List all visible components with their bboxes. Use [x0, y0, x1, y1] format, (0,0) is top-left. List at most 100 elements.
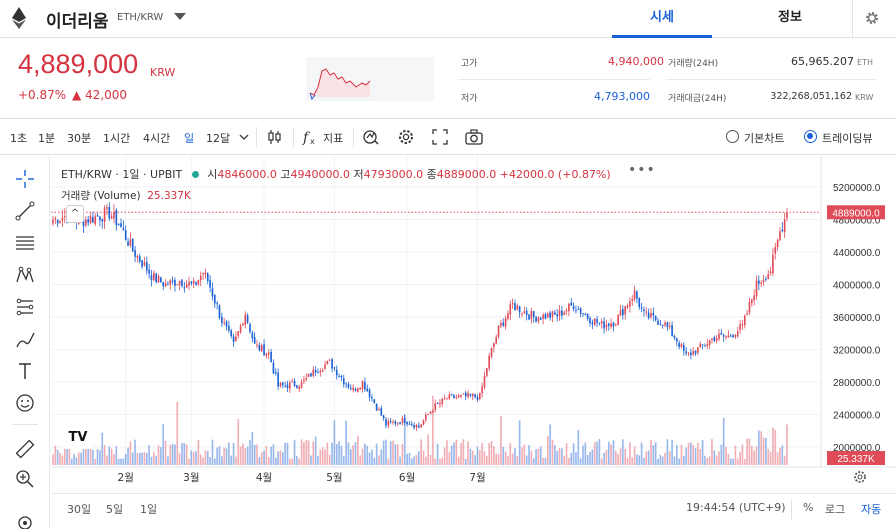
fullscreen-icon[interactable] — [431, 128, 449, 146]
magnet-icon[interactable] — [14, 512, 36, 529]
volume-bar — [380, 449, 383, 465]
volume-bar — [80, 452, 82, 465]
range-1d[interactable]: 1일 — [140, 503, 158, 516]
candle — [192, 280, 195, 284]
candle — [725, 336, 727, 338]
volume-bar — [181, 443, 183, 465]
candle — [190, 281, 193, 284]
volume-bar — [509, 443, 512, 465]
volume-bar — [244, 448, 247, 465]
low-label: 저가 — [461, 94, 478, 104]
candle — [181, 279, 183, 287]
trend-line-icon[interactable] — [14, 200, 36, 222]
volume-bar — [457, 456, 460, 465]
candle — [643, 309, 645, 312]
legend-l-label: 저 — [353, 168, 364, 181]
volume-bar — [664, 452, 666, 465]
projection-icon[interactable] — [14, 296, 36, 318]
volume-bar — [401, 444, 404, 465]
log-toggle[interactable]: 로그 — [825, 503, 846, 516]
candle — [549, 312, 551, 318]
zoom-in-icon[interactable] — [14, 468, 36, 490]
candle — [516, 305, 519, 310]
candle — [471, 394, 474, 397]
volume-bar — [422, 450, 425, 465]
more-options-icon[interactable]: ••• — [628, 162, 656, 178]
auto-toggle[interactable]: 자동 — [861, 503, 882, 516]
volume-bar — [586, 454, 589, 465]
legend-h-label: 고 — [280, 168, 291, 181]
tradingview-logo[interactable]: TV — [63, 427, 93, 449]
candle — [321, 370, 324, 372]
alert-icon[interactable] — [362, 128, 380, 146]
gear-icon[interactable] — [854, 471, 866, 483]
basic-chart-label[interactable]: 기본차트 — [744, 132, 785, 145]
interval-30m[interactable]: 30분 — [67, 132, 92, 145]
candle — [579, 308, 582, 314]
interval-1d[interactable]: 일 — [184, 132, 195, 145]
candle — [307, 373, 310, 377]
candle — [314, 370, 317, 373]
candle — [415, 424, 418, 428]
gear-icon[interactable] — [864, 10, 880, 26]
volume-bar — [106, 455, 108, 465]
chevron-down-icon[interactable] — [174, 13, 186, 20]
volume-bar — [727, 453, 730, 465]
tab-info[interactable]: 정보 — [778, 10, 802, 25]
collapse-legend-button[interactable]: ^ — [66, 205, 84, 223]
radio-basic-chart[interactable] — [726, 130, 739, 143]
candle — [486, 368, 488, 376]
price-chart[interactable]: 5200000.0 4800000.0 4400000.0 4000000.0 3600… — [51, 156, 896, 493]
indicator-button[interactable]: 지표 — [323, 132, 344, 145]
candle-type-icon[interactable] — [266, 128, 284, 146]
percent-toggle[interactable]: % — [803, 501, 814, 514]
chevron-down-icon[interactable] — [239, 133, 249, 141]
candle — [94, 216, 97, 225]
chart-toolbar: 1초 1분 30분 1시간 4시간 일 12달 f x 지표 기본차트 트레이딩… — [0, 120, 896, 155]
emoji-icon[interactable] — [14, 392, 36, 414]
interval-4h[interactable]: 4시간 — [143, 132, 171, 145]
candle — [340, 376, 343, 378]
tab-market[interactable]: 시세 — [612, 0, 712, 38]
candle — [345, 383, 347, 385]
volume-bar — [124, 453, 127, 465]
volume-bar — [734, 445, 737, 465]
range-30d[interactable]: 30일 — [67, 503, 92, 516]
candle — [650, 313, 652, 318]
volume-bar — [335, 443, 338, 465]
clock[interactable]: 19:44:54 (UTC+9) — [686, 501, 786, 514]
candle — [633, 290, 636, 300]
candle — [596, 318, 598, 323]
crosshair-icon[interactable] — [14, 168, 36, 190]
candle — [675, 338, 678, 342]
camera-icon[interactable] — [464, 128, 484, 146]
radio-tradingview[interactable] — [804, 130, 817, 143]
candle — [171, 280, 174, 282]
y-tick-label: 4400000.0 — [833, 248, 881, 259]
volume-bar — [755, 446, 758, 465]
indicator-icon[interactable]: f x — [301, 128, 319, 146]
volume-bar — [575, 452, 577, 465]
interval-12mo[interactable]: 12달 — [206, 132, 231, 145]
volume-bar — [617, 454, 619, 465]
legend-c-label: 종 — [426, 168, 437, 181]
pattern-icon[interactable] — [14, 264, 36, 286]
interval-1m[interactable]: 1분 — [38, 132, 56, 145]
bottom-bar: 30일 5일 1일 19:44:54 (UTC+9) % 로그 자동 — [51, 493, 896, 529]
candle — [120, 223, 122, 228]
text-icon[interactable] — [14, 360, 36, 382]
candle — [586, 313, 589, 319]
candle — [296, 385, 298, 388]
tradingview-label[interactable]: 트레이딩뷰 — [822, 132, 873, 145]
candle — [387, 420, 390, 426]
settings-icon[interactable] — [397, 128, 415, 146]
brush-icon[interactable] — [14, 328, 36, 350]
volume-bar — [213, 458, 216, 465]
ruler-icon[interactable] — [14, 438, 36, 460]
interval-1s[interactable]: 1초 — [10, 132, 28, 145]
candle — [253, 337, 256, 344]
interval-1h[interactable]: 1시간 — [103, 132, 131, 145]
volume-bar — [63, 443, 66, 465]
range-5d[interactable]: 5일 — [106, 503, 124, 516]
fib-retracement-icon[interactable] — [14, 232, 36, 254]
